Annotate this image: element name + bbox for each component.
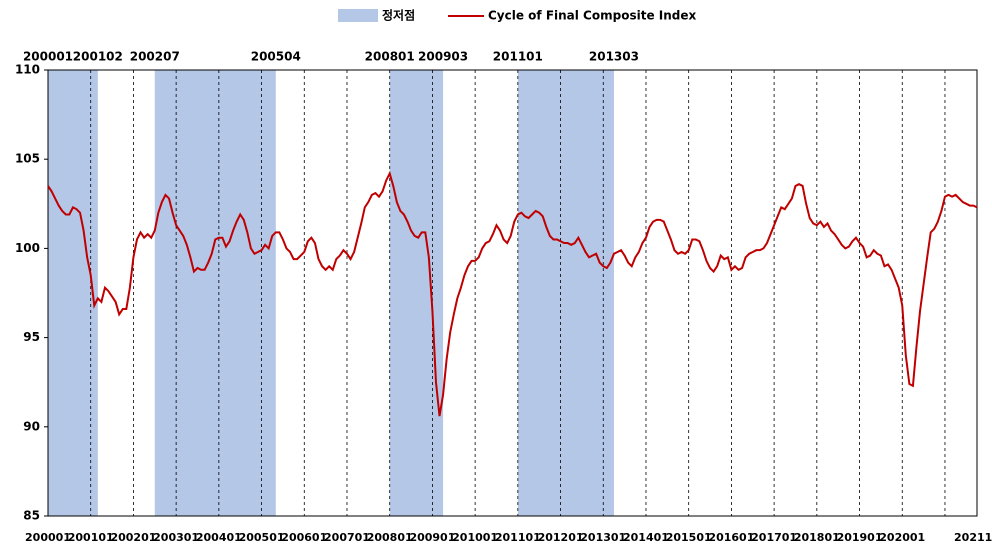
x-tick-label: 200801 bbox=[367, 531, 413, 544]
x-tick-label: 202110 bbox=[954, 531, 992, 544]
y-tick-label: 105 bbox=[15, 152, 40, 166]
x-tick-label: 201301 bbox=[580, 531, 626, 544]
band-end-label: 201303 bbox=[589, 50, 639, 64]
series-line bbox=[47, 170, 978, 417]
x-tick-label: 201101 bbox=[495, 531, 541, 544]
band-end-label: 200903 bbox=[418, 50, 468, 64]
legend-label: Cycle of Final Composite Index bbox=[488, 9, 696, 23]
x-tick-label: 200101 bbox=[68, 531, 114, 544]
x-tick-label: 201201 bbox=[538, 531, 584, 544]
x-tick-label: 201801 bbox=[794, 531, 840, 544]
x-tick-label: 200901 bbox=[409, 531, 455, 544]
x-tick-label: 201001 bbox=[452, 531, 498, 544]
y-tick-label: 85 bbox=[23, 509, 40, 523]
band-start-label: 200207 bbox=[130, 50, 180, 64]
x-tick-label: 200201 bbox=[110, 531, 156, 544]
band bbox=[154, 70, 276, 516]
plot-border bbox=[47, 69, 978, 517]
legend-label: 정저점 bbox=[382, 8, 415, 23]
band-start-label: 200801 bbox=[365, 50, 415, 64]
band bbox=[48, 70, 98, 516]
band-end-label: 200504 bbox=[251, 50, 301, 64]
x-tick-label: 200501 bbox=[239, 531, 285, 544]
x-tick-label: 200001 bbox=[25, 531, 71, 544]
x-tick-label: 200301 bbox=[153, 531, 199, 544]
x-tick-label: 200401 bbox=[196, 531, 242, 544]
y-tick-label: 100 bbox=[15, 241, 40, 255]
y-tick-label: 110 bbox=[15, 63, 40, 77]
band bbox=[389, 70, 444, 516]
x-tick-label: 201701 bbox=[751, 531, 797, 544]
y-tick-label: 90 bbox=[23, 419, 40, 433]
band-start-label: 200001 bbox=[23, 50, 73, 64]
x-tick-label: 201901 bbox=[837, 531, 883, 544]
x-tick-label: 201401 bbox=[623, 531, 669, 544]
band-end-label: 200102 bbox=[73, 50, 123, 64]
x-tick-label: 201501 bbox=[666, 531, 712, 544]
x-tick-label: 200701 bbox=[324, 531, 370, 544]
band-start-label: 201101 bbox=[493, 50, 543, 64]
x-tick-label: 202001 bbox=[879, 531, 925, 544]
x-tick-label: 201601 bbox=[708, 531, 754, 544]
x-tick-label: 200601 bbox=[281, 531, 327, 544]
y-tick-label: 95 bbox=[23, 330, 40, 344]
band bbox=[517, 70, 614, 516]
legend-swatch bbox=[338, 9, 378, 22]
